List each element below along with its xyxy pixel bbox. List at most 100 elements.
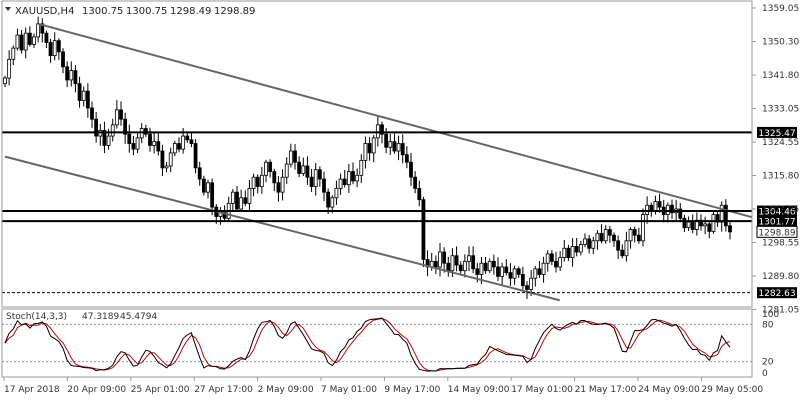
price-tick-label: 1324.55 [762, 138, 799, 148]
candle [114, 100, 119, 129]
trendline[interactable] [4, 155, 560, 302]
candle [545, 250, 550, 272]
current-price-label: 1298.89 [758, 228, 795, 238]
candle [359, 154, 364, 184]
trendline[interactable] [37, 22, 753, 219]
stoch-level-label: 20 [762, 358, 774, 368]
candle [313, 163, 318, 196]
level-price-label: 1282.63 [758, 289, 795, 299]
candle [728, 220, 732, 240]
candle [562, 239, 567, 262]
candle [301, 157, 306, 177]
candle [636, 227, 641, 244]
candle [400, 134, 405, 164]
candle [500, 262, 505, 285]
candle [85, 83, 90, 118]
candle [280, 169, 285, 201]
candle [541, 256, 546, 283]
candle [496, 257, 500, 281]
candle [255, 174, 260, 194]
candle [276, 176, 281, 202]
candle [288, 143, 293, 168]
candle [574, 237, 579, 257]
candle [334, 180, 339, 205]
candle [355, 168, 360, 188]
candle [367, 137, 372, 161]
candle [235, 185, 239, 212]
candle [247, 179, 252, 211]
candle [143, 124, 148, 137]
candle [438, 243, 442, 277]
candle [525, 281, 529, 300]
candle [44, 30, 49, 49]
time-tick-label: 14 May 09:00 [448, 385, 510, 395]
time-tick-label: 9 May 17:00 [384, 385, 440, 395]
price-plot[interactable] [2, 16, 753, 302]
candle [682, 214, 687, 233]
candle [719, 201, 724, 232]
candle [516, 266, 521, 279]
candle [599, 224, 604, 244]
candle [172, 140, 177, 157]
candle [363, 136, 368, 169]
candle [326, 188, 331, 215]
candle [404, 146, 409, 169]
stochastic-plot-frame [1, 308, 753, 378]
price-tick-label: 1350.30 [762, 38, 799, 48]
candle [491, 254, 496, 275]
candle [665, 202, 670, 223]
candle [160, 144, 165, 177]
candle [657, 193, 662, 213]
stochastic-header: Stoch(14,3,3) 47.3189 45.4794 [6, 312, 157, 322]
price-tick-label: 1315.80 [762, 172, 799, 182]
candle [243, 190, 248, 207]
candle [164, 161, 169, 173]
dropdown-icon[interactable] [5, 7, 11, 11]
ohlc-high: 1300.75 [126, 6, 167, 17]
candle [32, 33, 36, 49]
candle [69, 61, 74, 87]
candle [264, 159, 268, 183]
ohlc-open: 1300.75 [82, 6, 123, 17]
time-tick-label: 27 Apr 17:00 [194, 385, 253, 395]
candle [156, 132, 161, 156]
price-tick-label: 1359.05 [762, 4, 799, 14]
candle [272, 168, 277, 192]
time-tick-label: 20 Apr 09:00 [67, 385, 126, 395]
stoch-label: Stoch(14,3,3) [6, 312, 67, 322]
candle [409, 152, 413, 187]
candle [48, 38, 53, 63]
stochastic-plot[interactable] [2, 317, 752, 372]
candle [612, 232, 616, 247]
candle [591, 236, 596, 255]
candle [707, 221, 712, 239]
candle [189, 131, 194, 148]
candle [578, 240, 583, 256]
price-tick-label: 1281.05 [762, 306, 799, 316]
candle [119, 101, 123, 126]
price-tick-label: 1341.80 [762, 71, 799, 81]
candle [90, 101, 94, 128]
candle [73, 65, 78, 93]
candle [23, 27, 28, 59]
candle [322, 171, 326, 202]
candle [94, 112, 99, 143]
candle [628, 227, 633, 249]
ohlc-low: 1298.49 [170, 6, 211, 17]
time-tick-label: 2 May 09:00 [258, 385, 314, 395]
candle [152, 132, 157, 154]
candle [641, 208, 645, 247]
candle [309, 168, 314, 193]
candle [603, 225, 608, 244]
time-tick-label: 24 May 09:00 [638, 385, 700, 395]
stoch-main-line [4, 317, 731, 372]
stoch-scale-min: 0 [762, 369, 768, 379]
level-price-box [757, 205, 797, 217]
candle [616, 235, 621, 260]
level-price-label: 1301.77 [758, 218, 795, 228]
candle [19, 30, 24, 54]
level-price-label: 1304.46 [758, 208, 795, 218]
candle [467, 246, 471, 272]
